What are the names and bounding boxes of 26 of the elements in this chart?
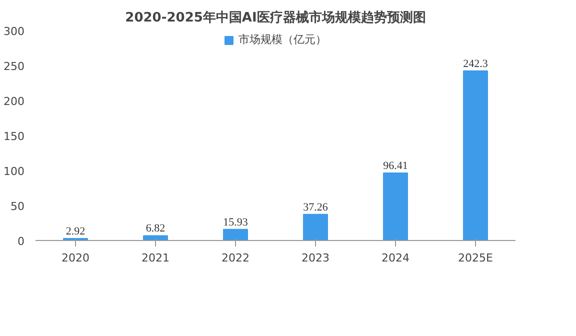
y-tick-label: 50 bbox=[10, 200, 25, 213]
data-label: 96.41 bbox=[383, 160, 408, 172]
data-label: 242.3 bbox=[463, 58, 488, 70]
y-tick-label: 100 bbox=[4, 165, 25, 178]
x-tick-label: 2020 bbox=[62, 252, 90, 264]
data-label: 15.93 bbox=[223, 216, 248, 228]
chart-title: 2020-2025年中国AI医疗器械市场规模趋势预测图 bbox=[125, 10, 426, 26]
y-tick-label: 150 bbox=[4, 130, 25, 143]
legend-label: 市场规模（亿元） bbox=[238, 32, 326, 47]
bar bbox=[463, 70, 488, 240]
x-tick-label: 2025E bbox=[458, 252, 494, 264]
y-tick-label: 250 bbox=[4, 60, 25, 73]
bar bbox=[223, 228, 248, 240]
y-tick-label: 300 bbox=[4, 25, 25, 38]
bar bbox=[383, 172, 408, 240]
data-label: 6.82 bbox=[146, 222, 166, 235]
x-tick-label: 2022 bbox=[222, 252, 250, 264]
y-tick-label: 0 bbox=[18, 235, 24, 248]
bar bbox=[303, 214, 328, 240]
data-label: 2.92 bbox=[66, 225, 86, 238]
x-tick-label: 2023 bbox=[302, 252, 330, 264]
y-tick-label: 200 bbox=[4, 95, 25, 108]
bar bbox=[143, 235, 168, 240]
data-label: 37.26 bbox=[303, 201, 328, 214]
x-tick-label: 2024 bbox=[382, 252, 410, 264]
x-tick-label: 2021 bbox=[142, 252, 170, 264]
